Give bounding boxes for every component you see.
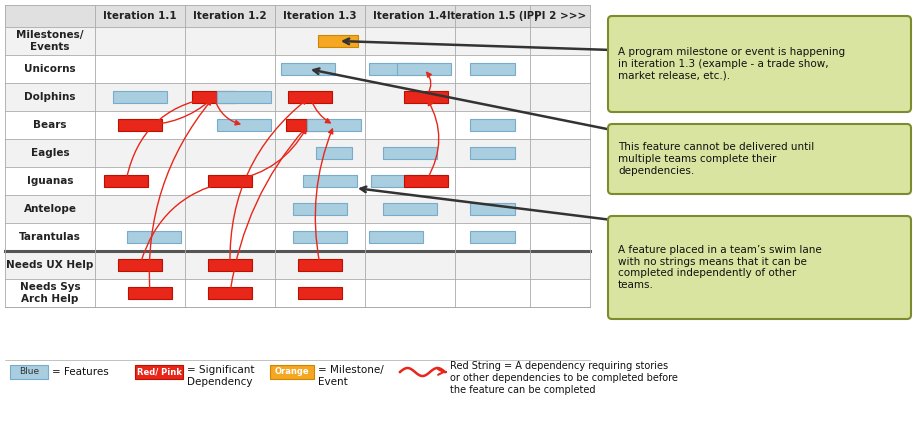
Bar <box>119 259 162 270</box>
Bar <box>287 120 330 131</box>
Text: = Significant
Dependency: = Significant Dependency <box>187 365 255 387</box>
Bar <box>470 63 515 75</box>
Bar <box>208 259 252 270</box>
Bar <box>404 175 447 187</box>
Bar <box>299 259 341 270</box>
Bar <box>293 203 347 215</box>
Bar <box>5 83 590 111</box>
Bar <box>383 147 437 159</box>
Bar <box>270 365 314 379</box>
Text: Red String = A dependency requiring stories
or other dependencies to be complete: Red String = A dependency requiring stor… <box>450 361 677 395</box>
Bar <box>208 175 252 187</box>
Text: = Features: = Features <box>52 367 109 377</box>
Bar <box>208 287 252 298</box>
Bar <box>119 120 162 131</box>
Text: Eagles: Eagles <box>31 148 69 158</box>
Bar <box>383 203 437 215</box>
Text: Iteration 1.3: Iteration 1.3 <box>283 11 357 21</box>
Bar <box>5 139 590 167</box>
Text: A program milestone or event is happening
in iteration 1.3 (example - a trade sh: A program milestone or event is happenin… <box>618 47 845 80</box>
Text: Blue: Blue <box>19 368 39 377</box>
Text: PI 2 >>>: PI 2 >>> <box>534 11 586 21</box>
Bar <box>289 92 331 103</box>
Text: Iteration 1.5 (IP): Iteration 1.5 (IP) <box>446 11 539 21</box>
Text: Iteration 1.2: Iteration 1.2 <box>194 11 267 21</box>
Bar <box>293 231 347 243</box>
Bar <box>5 55 590 83</box>
Bar <box>369 231 423 243</box>
Bar <box>470 119 515 131</box>
Text: = Milestone/
Event: = Milestone/ Event <box>318 365 383 387</box>
Text: A feature placed in a team’s swim lane
with no strings means that it can be
comp: A feature placed in a team’s swim lane w… <box>618 245 822 290</box>
Bar <box>371 175 425 187</box>
Bar <box>470 203 515 215</box>
Bar <box>5 279 590 307</box>
Bar <box>10 365 48 379</box>
Bar <box>5 27 590 55</box>
Bar <box>318 35 358 47</box>
Text: Red/ Pink: Red/ Pink <box>137 368 182 377</box>
Bar <box>470 231 515 243</box>
Text: Antelope: Antelope <box>24 204 77 214</box>
Bar <box>5 5 590 27</box>
Text: Iteration 1.1: Iteration 1.1 <box>103 11 177 21</box>
FancyBboxPatch shape <box>608 216 911 319</box>
FancyBboxPatch shape <box>608 124 911 194</box>
Bar <box>127 231 181 243</box>
Bar <box>5 167 590 195</box>
Text: Iteration 1.4: Iteration 1.4 <box>373 11 446 21</box>
Bar <box>397 63 451 75</box>
Text: Orange: Orange <box>275 368 310 377</box>
Bar <box>316 147 352 159</box>
Bar <box>113 91 167 103</box>
Bar <box>193 92 236 103</box>
Bar <box>217 91 271 103</box>
Bar <box>307 119 361 131</box>
Bar <box>303 175 357 187</box>
Bar <box>5 251 590 279</box>
Bar <box>470 147 515 159</box>
Bar <box>5 111 590 139</box>
Bar <box>104 175 148 187</box>
Bar <box>369 63 423 75</box>
Text: Dolphins: Dolphins <box>25 92 76 102</box>
Text: Milestones/
Events: Milestones/ Events <box>16 30 84 52</box>
Text: Iguanas: Iguanas <box>26 176 73 186</box>
Bar <box>217 119 271 131</box>
Bar <box>129 287 172 298</box>
Text: Needs UX Help: Needs UX Help <box>6 260 94 270</box>
Bar <box>135 365 183 379</box>
Text: Bears: Bears <box>33 120 67 130</box>
Bar <box>5 223 590 251</box>
Bar <box>299 287 341 298</box>
Bar <box>5 195 590 223</box>
Text: Needs Sys
Arch Help: Needs Sys Arch Help <box>20 282 80 304</box>
Text: This feature cannot be delivered until
multiple teams complete their
dependencie: This feature cannot be delivered until m… <box>618 142 814 175</box>
Text: Tarantulas: Tarantulas <box>19 232 81 242</box>
FancyBboxPatch shape <box>608 16 911 112</box>
Bar <box>404 92 447 103</box>
Bar <box>281 63 335 75</box>
Text: Unicorns: Unicorns <box>24 64 76 74</box>
